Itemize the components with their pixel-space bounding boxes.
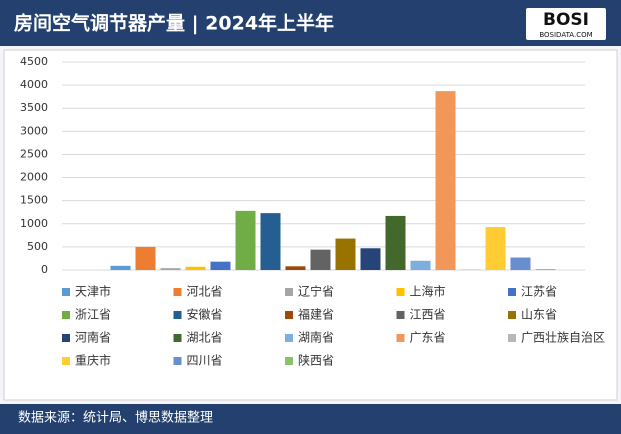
bar [110,265,131,270]
logo: BOSI [543,10,589,30]
legend-label: 湖北省 [187,330,223,345]
legend-label: 山东省 [521,308,557,322]
legend-label: 江苏省 [521,285,557,299]
legend-swatch [62,357,70,365]
legend-swatch [173,288,182,296]
y-tick-label: 1000 [20,217,48,230]
header [0,0,621,46]
legend-swatch [62,334,70,342]
bar [510,257,531,270]
y-tick-label: 2500 [20,147,48,160]
bar [410,260,431,270]
legend-swatch [285,357,293,365]
bar [385,215,406,270]
legend-swatch [396,334,405,342]
legend-swatch [508,288,516,296]
legend-label: 天津市 [75,284,111,299]
plot-area [3,49,618,401]
legend-label: 上海市 [410,284,446,299]
legend-label: 陕西省 [298,353,334,368]
bar [210,261,231,270]
legend-label: 福建省 [298,307,334,322]
bar [360,248,381,270]
legend-label: 四川省 [187,354,223,368]
y-tick-label: 1500 [20,194,48,207]
bar [160,268,181,270]
legend-label: 辽宁省 [298,284,334,299]
bar [185,266,206,270]
legend-label: 重庆市 [75,353,111,368]
legend-swatch [396,288,405,296]
y-tick-label: 500 [27,240,48,253]
chart-title: 房间空气调节器产量 | 2024年上半年 [14,12,334,35]
legend-label: 安徽省 [187,307,223,322]
legend-swatch [285,288,293,296]
source: 数据来源：统计局、博思数据整理 [18,411,213,426]
legend-swatch [62,288,70,296]
footer [0,404,621,434]
legend-swatch [173,311,182,319]
bar [310,249,331,270]
legend-swatch [173,357,182,365]
legend-swatch [285,334,293,342]
legend-swatch [173,334,182,342]
bar [485,227,506,270]
y-tick-label: 3500 [20,101,48,114]
logo-box [526,8,606,40]
legend-label: 河北省 [187,285,223,299]
y-tick-label: 4500 [20,55,48,68]
bar [235,210,256,270]
legend-swatch [396,311,405,319]
legend-swatch [508,311,516,319]
bar [535,269,556,270]
bar [285,266,306,270]
legend-swatch [285,311,293,319]
y-tick-label: 0 [41,263,48,276]
legend-label: 河南省 [75,330,111,345]
legend-label: 广东省 [410,331,446,345]
bar [435,91,456,271]
bar [135,246,156,270]
y-tick-label: 2000 [20,171,48,184]
bar [260,213,281,270]
y-tick-label: 3000 [20,124,48,137]
legend-swatch [62,311,70,319]
y-tick-label: 4000 [20,78,48,91]
legend-label: 湖南省 [298,330,334,345]
legend-label: 江西省 [410,308,446,322]
legend-label: 浙江省 [75,308,111,322]
logo-site: BOSIDATA.COM [539,31,592,39]
legend-swatch [508,334,516,342]
legend-label: 广西壮族自治区 [521,331,605,345]
bar [335,238,356,270]
